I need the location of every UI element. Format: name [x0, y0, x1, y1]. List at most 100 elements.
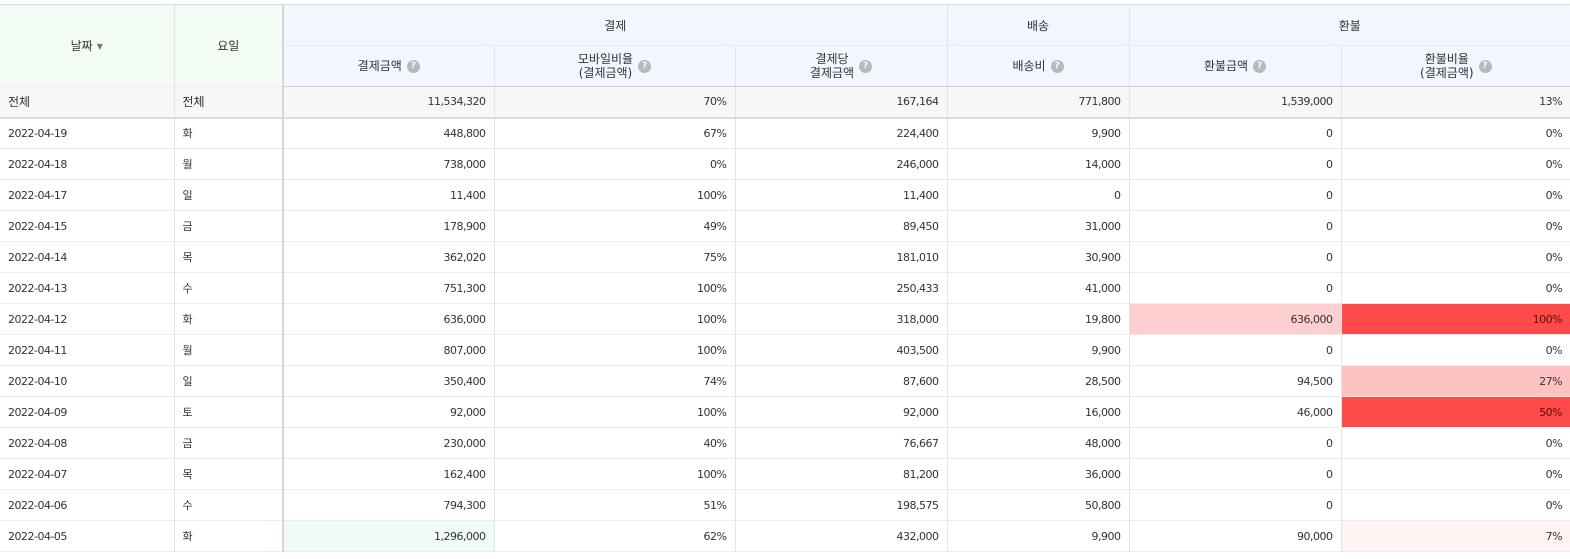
date-cell: 2022-04-10	[0, 365, 175, 397]
mobile-ratio-cell: 62%	[494, 520, 736, 552]
total-date-cell: 전체	[0, 86, 175, 119]
refund-ratio-cell: 0%	[1341, 458, 1570, 490]
refund-ratio-cell: 0%	[1341, 241, 1570, 273]
refund-ratio-label-line2: (결제금액)	[1420, 66, 1474, 80]
per-payment-cell: 198,575	[735, 489, 948, 521]
date-cell: 2022-04-14	[0, 241, 175, 273]
payment-group-header: 결제	[283, 4, 948, 46]
per-payment-header: 결제당 결제금액?	[735, 45, 948, 87]
shipping-fee-cell: 0	[947, 179, 1130, 211]
shipping-fee-cell: 50,800	[947, 489, 1130, 521]
payment-amount-cell: 794,300	[283, 489, 495, 521]
refund-ratio-cell: 0%	[1341, 272, 1570, 304]
total-per-payment-cell: 167,164	[735, 86, 948, 119]
help-icon[interactable]: ?	[1050, 59, 1064, 73]
refund-amount-cell: 0	[1129, 272, 1342, 304]
payment-group-label: 결제	[604, 18, 627, 33]
shipping-fee-label: 배송비	[1012, 59, 1046, 74]
per-payment-cell: 181,010	[735, 241, 948, 273]
date-cell: 2022-04-07	[0, 458, 175, 490]
mobile-ratio-cell: 74%	[494, 365, 736, 397]
refund-amount-cell: 0	[1129, 334, 1342, 366]
date-cell: 2022-04-08	[0, 427, 175, 459]
per-payment-cell: 246,000	[735, 148, 948, 180]
payment-amount-cell: 350,400	[283, 365, 495, 397]
refund-amount-cell: 94,500	[1129, 365, 1342, 397]
date-cell: 2022-04-05	[0, 520, 175, 552]
date-header-label: 날짜	[70, 39, 93, 53]
table-row: 2022-04-19 화 448,800 67% 224,400 9,900 0 0%	[0, 117, 1570, 149]
date-cell: 2022-04-06	[0, 489, 175, 521]
header-column-row: 결제금액? 모바일비율 (결제금액)? 결제당 결제금액? 배송비? 환불금액? 환…	[0, 45, 1570, 87]
per-payment-label-line2: 결제금액	[809, 66, 855, 80]
refund-ratio-cell: 0%	[1341, 148, 1570, 180]
day-header-label: 요일	[217, 39, 240, 53]
table-row: 2022-04-11 월 807,000 100% 403,500 9,900 0 0%	[0, 334, 1570, 366]
per-payment-cell: 81,200	[735, 458, 948, 490]
mobile-ratio-cell: 49%	[494, 210, 736, 242]
shipping-fee-cell: 30,900	[947, 241, 1130, 273]
mobile-ratio-cell: 40%	[494, 427, 736, 459]
refund-ratio-cell: 100%	[1341, 303, 1570, 335]
table-row: 2022-04-05 화 1,296,000 62% 432,000 9,900 90,00…	[0, 520, 1570, 552]
table-row: 2022-04-14 목 362,020 75% 181,010 30,900 0 0%	[0, 241, 1570, 273]
refund-ratio-cell: 0%	[1341, 427, 1570, 459]
help-icon[interactable]: ?	[406, 59, 420, 73]
help-icon[interactable]: ?	[638, 59, 652, 73]
mobile-ratio-cell: 100%	[494, 396, 736, 428]
mobile-ratio-cell: 100%	[494, 272, 736, 304]
day-cell: 수	[174, 489, 284, 521]
total-payment-cell: 11,534,320	[283, 86, 495, 119]
total-day-cell: 전체	[174, 86, 284, 119]
payment-amount-cell: 178,900	[283, 210, 495, 242]
per-payment-cell: 318,000	[735, 303, 948, 335]
refund-group-header: 환불	[1129, 4, 1570, 46]
refund-amount-cell: 0	[1129, 489, 1342, 521]
shipping-fee-cell: 28,500	[947, 365, 1130, 397]
date-cell: 2022-04-13	[0, 272, 175, 304]
refund-ratio-cell: 0%	[1341, 210, 1570, 242]
mobile-ratio-cell: 100%	[494, 179, 736, 211]
help-icon[interactable]: ?	[859, 59, 873, 73]
payment-amount-cell: 162,400	[283, 458, 495, 490]
refund-amount-cell: 0	[1129, 241, 1342, 273]
payment-amount-cell: 362,020	[283, 241, 495, 273]
day-cell: 화	[174, 117, 284, 149]
header-group-row: 날짜 ▼ 요일 결제 배송 환불	[0, 4, 1570, 87]
table-row: 2022-04-07 목 162,400 100% 81,200 36,000 0 0%	[0, 458, 1570, 490]
help-icon[interactable]: ?	[1253, 59, 1267, 73]
payment-amount-cell: 738,000	[283, 148, 495, 180]
payment-amount-cell: 751,300	[283, 272, 495, 304]
mobile-ratio-header: 모바일비율 (결제금액)?	[494, 45, 736, 87]
refund-ratio-cell: 27%	[1341, 365, 1570, 397]
refund-amount-header: 환불금액?	[1129, 45, 1342, 87]
per-payment-cell: 250,433	[735, 272, 948, 304]
mobile-ratio-label-line1: 모바일비율	[577, 52, 634, 66]
shipping-fee-cell: 9,900	[947, 117, 1130, 149]
mobile-ratio-label-line2: (결제금액)	[578, 66, 633, 80]
mobile-ratio-cell: 100%	[494, 334, 736, 366]
refund-amount-cell: 636,000	[1129, 303, 1342, 335]
refund-amount-cell: 46,000	[1129, 396, 1342, 428]
per-payment-cell: 403,500	[735, 334, 948, 366]
shipping-fee-cell: 41,000	[947, 272, 1130, 304]
shipping-fee-cell: 48,000	[947, 427, 1130, 459]
per-payment-cell: 11,400	[735, 179, 948, 211]
mobile-ratio-cell: 0%	[494, 148, 736, 180]
date-column-header[interactable]: 날짜 ▼	[0, 4, 175, 87]
payment-amount-cell: 230,000	[283, 427, 495, 459]
shipping-fee-header: 배송비?	[947, 45, 1130, 87]
total-mobile-ratio-cell: 70%	[494, 86, 736, 119]
help-icon[interactable]: ?	[1478, 59, 1492, 73]
payment-amount-cell: 448,800	[283, 117, 495, 149]
table-row: 2022-04-13 수 751,300 100% 250,433 41,000 0 0%	[0, 272, 1570, 304]
refund-ratio-cell: 0%	[1341, 334, 1570, 366]
payment-amount-cell: 1,296,000	[283, 520, 495, 552]
refund-ratio-header: 환불비율 (결제금액)?	[1341, 45, 1570, 87]
shipping-group-header: 배송	[947, 4, 1130, 46]
refund-ratio-label-line1: 환불비율	[1424, 52, 1469, 66]
caret-down-icon[interactable]: ▼	[96, 42, 103, 51]
shipping-fee-cell: 9,900	[947, 520, 1130, 552]
table-row: 2022-04-09 토 92,000 100% 92,000 16,000 46,000 5…	[0, 396, 1570, 428]
refund-ratio-cell: 50%	[1341, 396, 1570, 428]
